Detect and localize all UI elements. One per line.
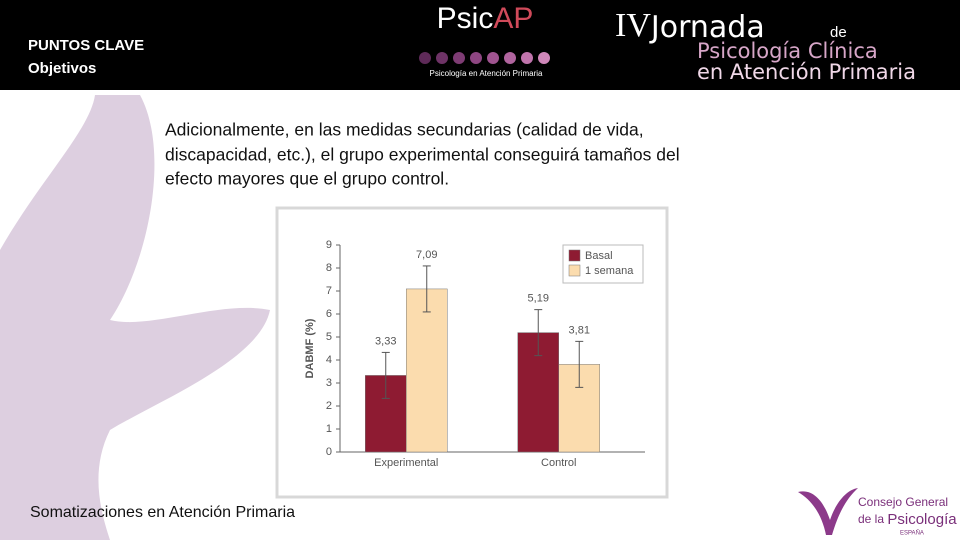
section-subtitle: Objetivos [28,60,96,77]
y-tick-label: 4 [326,354,332,366]
org-logo-mark [798,488,858,535]
footer-title: Somatizaciones en Atención Primaria [30,504,295,521]
event-line1: Psicología Clínica [697,39,878,63]
legend-swatch [568,249,581,262]
org-country: ESPAÑA [900,530,924,537]
legend-label: 1 semana [585,265,634,277]
y-tick-label: 0 [326,446,332,458]
legend-swatch [568,264,581,277]
section-title: PUNTOS CLAVE [28,37,144,54]
org-line2b: Psicología [887,511,957,528]
value-label: 3,81 [569,324,590,336]
event-name: IVJornada [615,7,765,45]
value-label: 3,33 [375,335,396,347]
event-number: IV [615,7,651,44]
y-tick-label: 2 [326,400,332,412]
header-bar [0,0,960,90]
y-tick-label: 1 [326,423,332,435]
y-tick-label: 3 [326,377,332,389]
event-line2: en Atención Primaria [697,60,916,84]
x-tick-label: Experimental [374,457,438,469]
value-label: 7,09 [416,249,437,261]
body-line: discapacidad, etc.), el grupo experiment… [165,145,680,165]
logo-dots [419,52,550,64]
chart: 0 1 2 3 4 5 6 7 8 9 DABMF (%) Experimental 3,33 7,09 C… [304,239,645,469]
org-line1: Consejo General [858,495,948,509]
y-tick-label: 7 [326,285,332,297]
decorative-shape [0,95,270,540]
body-line: Adicionalmente, en las medidas secundari… [165,120,644,140]
x-tick-label: Control [541,457,576,469]
org-line2: de la Psicología [858,511,957,528]
event-title: Jornada [649,10,765,45]
logo-name: PsicAP [437,2,534,35]
bar [406,288,448,453]
y-tick-label: 8 [326,262,332,274]
body-line: efecto mayores que el grupo control. [165,169,449,189]
y-tick-label: 5 [326,331,332,343]
y-tick-label: 6 [326,308,332,320]
value-label: 5,19 [528,293,549,305]
y-axis-label: DABMF (%) [304,318,316,378]
logo-tagline: Psicología en Atención Primaria [430,69,544,78]
logo-name-b: AP [493,2,533,35]
event-connector: de [830,24,847,41]
legend-label: Basal [585,250,613,262]
org-line2a: de la [858,512,884,526]
y-tick-label: 9 [326,239,332,251]
logo-name-a: Psic [437,2,494,35]
